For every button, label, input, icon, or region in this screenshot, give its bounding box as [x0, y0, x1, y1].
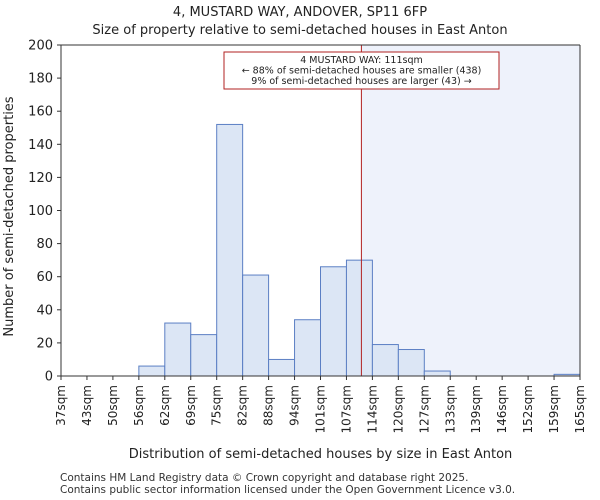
annotation-line-1: 4 MUSTARD WAY: 111sqm	[300, 55, 423, 66]
y-tick-label: 80	[36, 237, 53, 252]
bar-69sqm	[190, 334, 218, 377]
bar-107sqm	[345, 259, 373, 377]
x-tick-label: 159sqm	[547, 385, 561, 433]
x-tick-label: 82sqm	[236, 385, 250, 426]
annotation-line-3: 9% of semi-detached houses are larger (4…	[251, 76, 471, 87]
bar-chart: 0 20 40 60 80 100 120 140 160 180 200 37sqm 43sqm 50s…	[2, 39, 587, 463]
x-tick-label: 75sqm	[210, 385, 224, 426]
attribution-footer: Contains HM Land Registry data © Crown c…	[60, 472, 515, 496]
x-tick-label: 43sqm	[80, 385, 94, 426]
bar-88sqm	[268, 358, 296, 377]
x-tick-label: 101sqm	[314, 385, 328, 433]
bar-101sqm	[320, 266, 347, 377]
x-tick-label: 88sqm	[262, 385, 276, 426]
y-tick-label: 100	[28, 204, 53, 219]
x-tick-label: 120sqm	[391, 385, 405, 433]
y-tick-label: 40	[36, 303, 53, 318]
x-tick-label: 133sqm	[443, 385, 457, 433]
x-tick-label: 62sqm	[158, 385, 172, 426]
x-tick-label: 152sqm	[521, 385, 535, 433]
x-tick-label: 139sqm	[469, 385, 483, 433]
x-tick-label: 94sqm	[288, 385, 302, 426]
chart-title: 4, MUSTARD WAY, ANDOVER, SP11 6FP	[172, 5, 428, 20]
y-axis-label: Number of semi-detached properties	[2, 96, 17, 336]
x-tick-label: 69sqm	[184, 385, 198, 426]
annotation-box	[223, 51, 500, 90]
footer-line-1: Contains HM Land Registry data © Crown c…	[60, 472, 469, 484]
highlight-region	[361, 45, 580, 376]
chart-title-block: 4, MUSTARD WAY, ANDOVER, SP11 6FP Size o…	[0, 4, 600, 40]
annotation-line-2: ← 88% of semi-detached houses are smalle…	[242, 66, 482, 77]
y-tick-label: 120	[28, 171, 53, 186]
x-tick-label: 107sqm	[339, 385, 353, 433]
bar-75sqm	[216, 123, 244, 377]
x-tick-label: 50sqm	[106, 385, 120, 426]
bar-114sqm	[371, 344, 399, 377]
y-tick-label: 0	[45, 370, 53, 385]
x-axis-label: Distribution of semi-detached houses by …	[129, 447, 513, 462]
bar-120sqm	[397, 349, 425, 377]
x-tick-label: 114sqm	[365, 385, 379, 433]
footer-line-2: Contains public sector information licen…	[60, 484, 516, 496]
y-tick-label: 160	[28, 105, 53, 120]
x-tick-label: 37sqm	[54, 385, 68, 426]
y-tick-label: 140	[28, 138, 53, 153]
bar-56sqm	[138, 365, 166, 377]
bar-94sqm	[294, 319, 321, 377]
bar-82sqm	[242, 274, 270, 377]
x-tick-label: 165sqm	[573, 385, 587, 433]
x-tick-label: 146sqm	[495, 385, 509, 433]
bar-127sqm	[423, 370, 451, 377]
y-tick-label: 200	[28, 39, 53, 54]
x-tick-label: 127sqm	[417, 385, 431, 433]
x-tick-label: 56sqm	[132, 385, 146, 426]
chart-subtitle: Size of property relative to semi-detach…	[92, 23, 508, 38]
y-tick-label: 20	[36, 336, 53, 351]
y-tick-label: 60	[36, 270, 53, 285]
y-tick-label: 180	[28, 72, 53, 87]
bar-62sqm	[164, 322, 192, 377]
